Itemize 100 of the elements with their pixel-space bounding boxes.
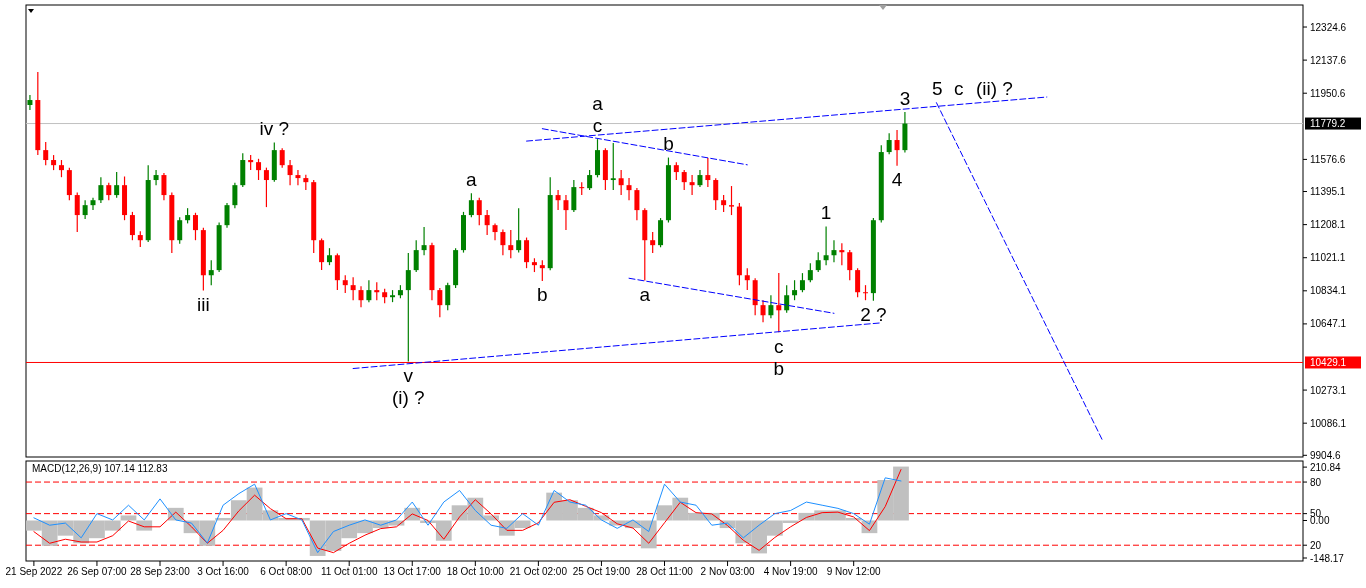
y-tick-label: 9904.6 — [1310, 449, 1342, 461]
candlestick — [886, 132, 892, 155]
candlestick — [358, 285, 364, 308]
x-tick-label: 6 Oct 08:00 — [260, 566, 313, 577]
candlestick — [366, 279, 372, 303]
candlestick — [705, 157, 711, 188]
candlestick — [319, 237, 325, 271]
candlestick — [500, 228, 506, 256]
ref-line-label: 20 — [1310, 539, 1322, 551]
annotation: b — [537, 284, 548, 306]
ref-line-label: 10429.1 — [1310, 356, 1347, 368]
annotation: (ii) ? — [975, 77, 1013, 99]
x-tick-label: 28 Oct 11:00 — [636, 566, 694, 577]
candlestick — [476, 197, 482, 226]
candlestick — [847, 249, 853, 281]
candlestick — [224, 202, 230, 229]
candlestick — [760, 299, 766, 323]
candlestick — [799, 272, 805, 293]
y-tick-label: -148.17 — [1310, 552, 1345, 564]
candlestick — [192, 212, 198, 241]
candlestick — [823, 225, 829, 266]
annotation: b — [663, 133, 674, 155]
candlestick — [587, 169, 593, 191]
candlestick — [27, 94, 33, 111]
candlestick — [43, 141, 49, 166]
candlestick — [177, 216, 183, 245]
candlestick — [421, 226, 427, 256]
y-tick-label: 210.84 — [1310, 461, 1342, 473]
annotation: a — [466, 168, 478, 190]
candlestick — [256, 158, 262, 181]
ref-line-label: 11779.2 — [1310, 118, 1346, 130]
y-tick-label: 11208.1 — [1310, 219, 1346, 231]
candlestick — [468, 192, 474, 218]
candlestick — [626, 177, 632, 201]
y-tick-label: 11576.6 — [1310, 153, 1346, 165]
x-tick-label: 13 Oct 17:00 — [383, 566, 442, 577]
candlestick — [153, 169, 159, 186]
x-tick-label: 26 Sep 07:00 — [67, 566, 128, 577]
candlestick — [650, 231, 656, 254]
candlestick — [263, 167, 269, 208]
candlestick — [232, 182, 238, 209]
candlestick — [90, 197, 96, 211]
y-tick-label: 12137.6 — [1310, 54, 1347, 66]
annotation: 4 — [891, 169, 903, 191]
ref-line-label: 80 — [1310, 476, 1322, 488]
x-tick-label: 2 Nov 03:00 — [700, 566, 755, 577]
chart-title: MACD(12,26,9) 107.14 112.83 — [32, 463, 168, 474]
candlestick — [508, 229, 514, 259]
candlestick — [792, 279, 798, 301]
x-tick-label: 21 Oct 02:00 — [509, 566, 568, 577]
y-tick-label: 12324.6 — [1310, 21, 1347, 33]
candlestick — [524, 236, 530, 269]
annotation: c — [774, 335, 784, 357]
x-tick-label: 21 Sep 2022 — [5, 566, 63, 577]
candlestick — [776, 272, 782, 333]
candlestick — [161, 172, 167, 201]
candlestick — [405, 252, 411, 363]
bar — [120, 515, 137, 521]
annotation: (i) ? — [391, 386, 425, 408]
candlestick — [689, 174, 695, 196]
candlestick — [484, 209, 490, 236]
candlestick — [894, 129, 900, 167]
candlestick — [74, 191, 80, 233]
annotation: v — [403, 364, 414, 386]
candlestick — [287, 159, 293, 186]
candlestick — [713, 177, 719, 211]
candlestick — [413, 239, 419, 273]
x-tick-label: 3 Oct 16:00 — [197, 566, 250, 577]
annotation: iii — [197, 293, 210, 315]
candlestick — [571, 179, 577, 213]
candlestick — [295, 169, 301, 186]
annotation: 3 — [899, 87, 911, 109]
candlestick — [681, 169, 687, 191]
candlestick — [82, 199, 88, 220]
y-tick-label: 10834.1 — [1310, 285, 1347, 297]
annotation: a — [592, 92, 604, 114]
candlestick — [855, 267, 861, 298]
annotation: 2 ? — [860, 304, 887, 326]
candlestick — [350, 276, 356, 301]
candlestick — [516, 207, 522, 254]
annotation: c — [592, 114, 603, 136]
candlestick — [539, 259, 545, 282]
candlestick — [618, 169, 624, 196]
candlestick — [555, 189, 561, 211]
candlestick — [768, 294, 774, 319]
candlestick — [839, 242, 845, 266]
candlestick — [114, 171, 120, 199]
y-tick-label: 11950.6 — [1310, 87, 1346, 99]
candlestick — [98, 176, 104, 204]
y-tick-label: 10273.1 — [1310, 384, 1347, 396]
candlestick — [445, 282, 451, 311]
x-tick-label: 4 Nov 19:00 — [763, 566, 819, 577]
x-tick-label: 18 Oct 10:00 — [446, 566, 505, 577]
x-tick-label: 28 Sep 23:00 — [130, 566, 191, 577]
candlestick — [129, 211, 135, 241]
candlestick — [815, 251, 821, 273]
candlestick — [563, 194, 569, 231]
candlestick — [784, 284, 790, 314]
candlestick — [744, 267, 750, 291]
candlestick — [492, 222, 498, 241]
